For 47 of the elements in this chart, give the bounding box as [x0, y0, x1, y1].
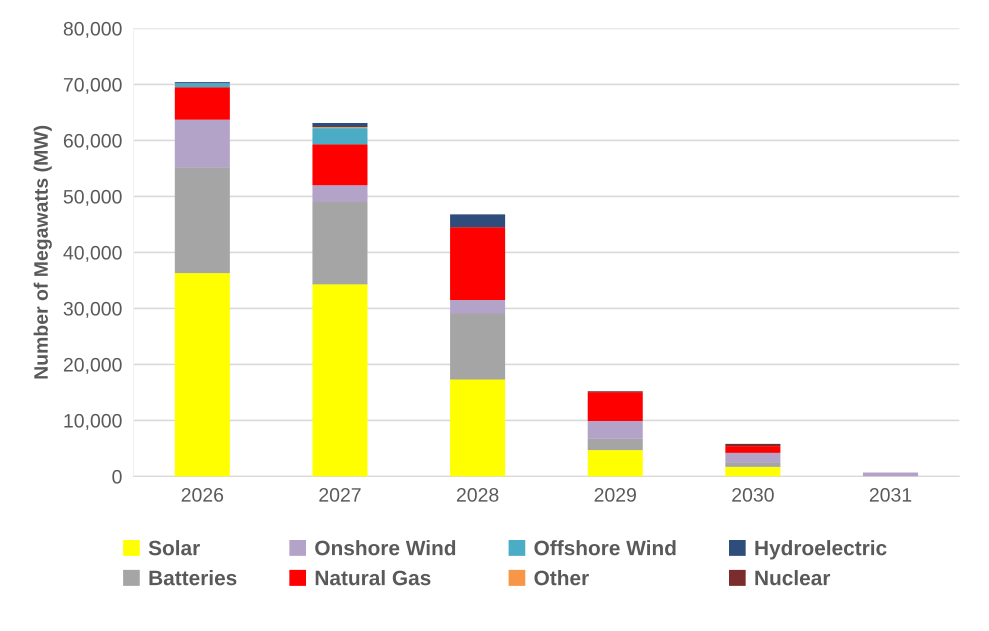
y-tick-label: 50,000	[64, 190, 122, 206]
legend-label: Hydroelectric	[755, 540, 887, 560]
bar	[312, 144, 368, 186]
bar	[312, 202, 368, 284]
x-tick-label: 2027	[319, 488, 361, 502]
y-tick-label: 70,000	[64, 78, 122, 94]
bar	[588, 438, 643, 450]
y-tick-label: 20,000	[64, 358, 122, 374]
bar	[725, 466, 780, 476]
y-tick-label: 60,000	[64, 134, 122, 150]
x-tick-label: 2028	[456, 488, 498, 502]
bar	[588, 450, 643, 476]
y-tick-label: 80,000	[64, 22, 122, 38]
bar	[450, 214, 506, 228]
x-tick-label: 2030	[732, 488, 774, 502]
bar	[312, 185, 368, 202]
bar	[725, 452, 780, 462]
bar	[174, 167, 230, 274]
bar	[588, 420, 643, 439]
bar	[312, 123, 368, 127]
y-tick-label: 40,000	[63, 246, 122, 262]
bar	[312, 128, 368, 144]
legend-label: Offshore Wind	[534, 540, 676, 556]
y-axis-title: Number of Megawatts (MW)	[34, 126, 52, 379]
legend-label: Other	[534, 570, 589, 586]
bar	[725, 462, 780, 467]
legend-label: Nuclear	[755, 570, 830, 586]
legend-label: Onshore Wind	[315, 540, 456, 556]
y-tick-label: 10,000	[64, 414, 122, 430]
bar	[725, 446, 780, 453]
bar	[450, 300, 506, 314]
bar	[450, 380, 506, 476]
bar	[174, 273, 230, 476]
legend-label: Solar	[148, 540, 200, 556]
bar	[450, 313, 506, 380]
bar	[588, 392, 643, 421]
bar	[312, 284, 368, 476]
legend-label: Batteries	[150, 570, 236, 586]
x-tick-label: 2026	[182, 488, 224, 502]
x-tick-label: 2031	[870, 488, 912, 502]
x-tick-label: 2029	[594, 488, 636, 502]
y-tick-label: 30,000	[64, 302, 122, 318]
bar	[450, 227, 506, 300]
bar	[174, 87, 230, 120]
bar	[174, 120, 230, 168]
y-tick-label: 0	[112, 470, 122, 484]
legend-label: Natural Gas	[316, 570, 430, 586]
